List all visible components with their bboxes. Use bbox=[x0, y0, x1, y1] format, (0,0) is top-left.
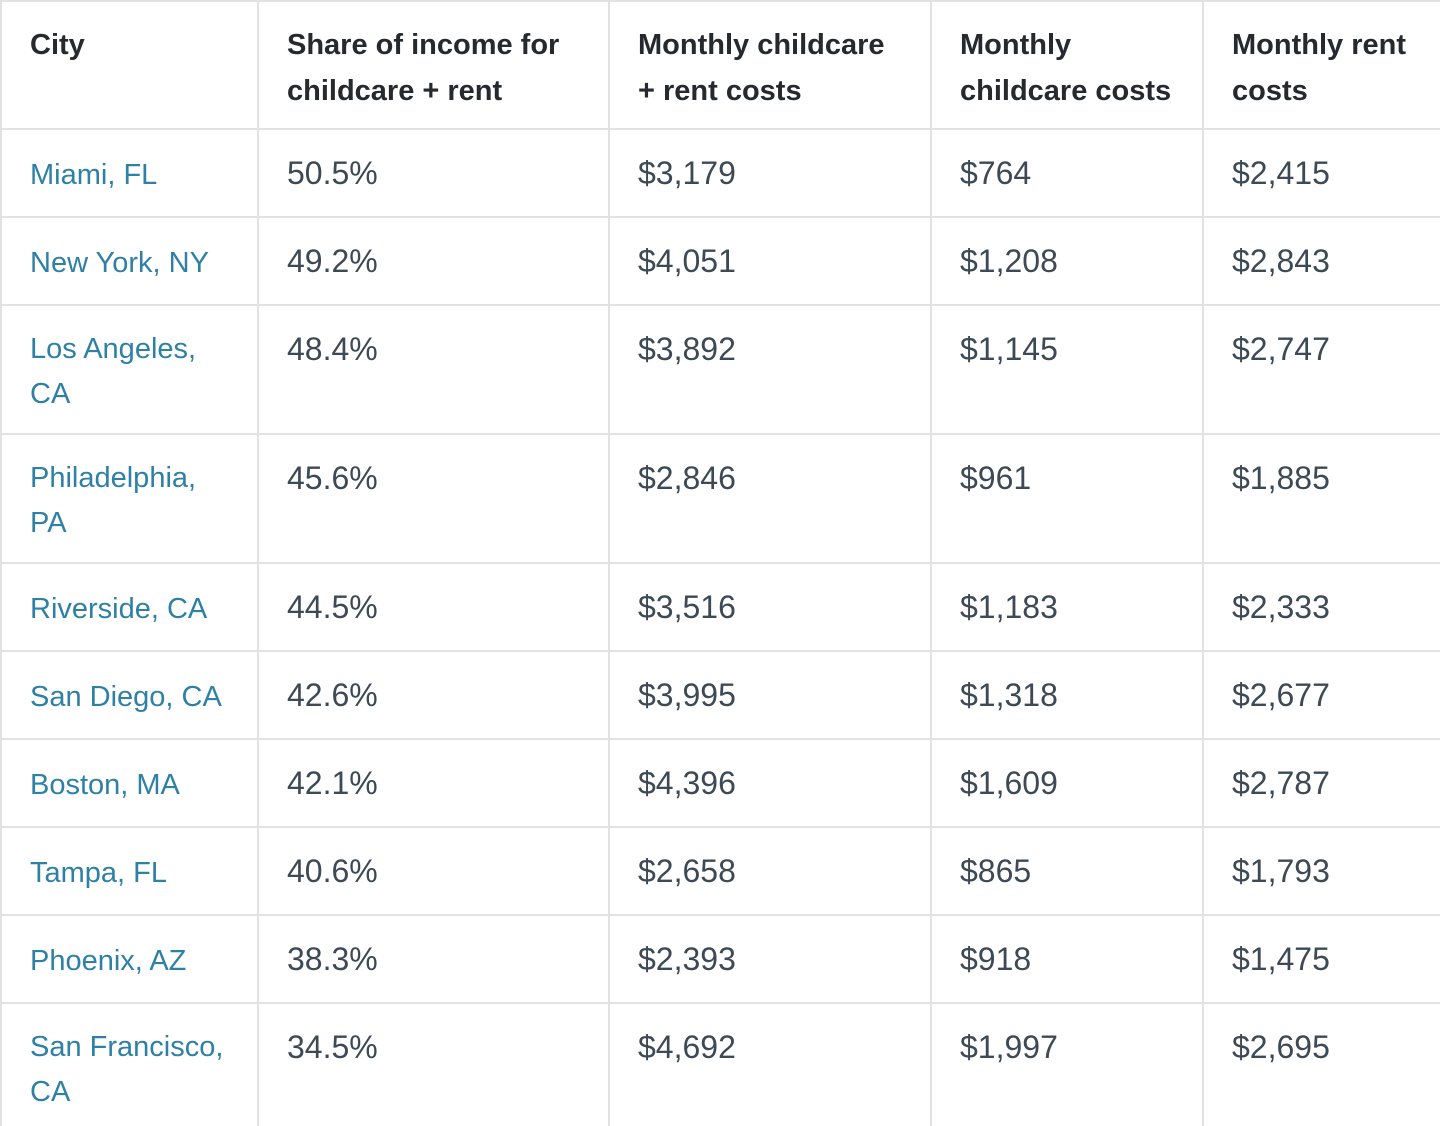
table-row: San Diego, CA 42.6% $3,995 $1,318 $2,677 bbox=[0, 650, 1440, 740]
monthly-rent-cost-cell: $1,793 bbox=[1202, 826, 1440, 916]
city-cell: San Diego, CA bbox=[0, 650, 259, 740]
share-of-income-cell: 40.6% bbox=[257, 826, 610, 916]
share-of-income-cell: 34.5% bbox=[257, 1002, 610, 1126]
table-row: Los Angeles, CA 48.4% $3,892 $1,145 $2,7… bbox=[0, 304, 1440, 435]
childcare-plus-rent-cost-cell: $4,692 bbox=[608, 1002, 932, 1126]
childcare-plus-rent-cost-cell: $2,393 bbox=[608, 914, 932, 1004]
monthly-childcare-cost-cell: $1,208 bbox=[930, 216, 1204, 306]
table-row: New York, NY 49.2% $4,051 $1,208 $2,843 bbox=[0, 216, 1440, 306]
city-link[interactable]: Miami, FL bbox=[30, 159, 158, 191]
table-row: Riverside, CA 44.5% $3,516 $1,183 $2,333 bbox=[0, 562, 1440, 652]
share-of-income-cell: 48.4% bbox=[257, 304, 610, 435]
childcare-plus-rent-cost-cell: $3,516 bbox=[608, 562, 932, 652]
column-header-childcare-costs: Monthly childcare costs bbox=[930, 0, 1204, 130]
monthly-childcare-cost-cell: $1,145 bbox=[930, 304, 1204, 435]
city-cell: Phoenix, AZ bbox=[0, 914, 259, 1004]
monthly-childcare-cost-cell: $1,609 bbox=[930, 738, 1204, 828]
monthly-rent-cost-cell: $2,333 bbox=[1202, 562, 1440, 652]
city-cell: Boston, MA bbox=[0, 738, 259, 828]
monthly-rent-cost-cell: $2,787 bbox=[1202, 738, 1440, 828]
city-link[interactable]: Riverside, CA bbox=[30, 593, 208, 625]
city-cell: San Francisco, CA bbox=[0, 1002, 259, 1126]
column-header-city: City bbox=[0, 0, 259, 130]
table-row: San Francisco, CA 34.5% $4,692 $1,997 $2… bbox=[0, 1002, 1440, 1126]
city-link[interactable]: New York, NY bbox=[30, 247, 209, 279]
share-of-income-cell: 44.5% bbox=[257, 562, 610, 652]
table-row: Phoenix, AZ 38.3% $2,393 $918 $1,475 bbox=[0, 914, 1440, 1004]
city-cell: Los Angeles, CA bbox=[0, 304, 259, 435]
table-row: Miami, FL 50.5% $3,179 $764 $2,415 bbox=[0, 128, 1440, 218]
childcare-plus-rent-cost-cell: $2,658 bbox=[608, 826, 932, 916]
city-link[interactable]: Los Angeles, CA bbox=[30, 333, 197, 410]
share-of-income-cell: 45.6% bbox=[257, 433, 610, 564]
city-link[interactable]: Phoenix, AZ bbox=[30, 945, 187, 977]
city-link[interactable]: Tampa, FL bbox=[30, 857, 167, 889]
monthly-rent-cost-cell: $2,695 bbox=[1202, 1002, 1440, 1126]
monthly-rent-cost-cell: $2,415 bbox=[1202, 128, 1440, 218]
column-header-rent-costs: Monthly rent costs bbox=[1202, 0, 1440, 130]
share-of-income-cell: 49.2% bbox=[257, 216, 610, 306]
childcare-plus-rent-cost-cell: $2,846 bbox=[608, 433, 932, 564]
table-row: Tampa, FL 40.6% $2,658 $865 $1,793 bbox=[0, 826, 1440, 916]
monthly-rent-cost-cell: $1,475 bbox=[1202, 914, 1440, 1004]
city-link[interactable]: Boston, MA bbox=[30, 769, 180, 801]
monthly-childcare-cost-cell: $918 bbox=[930, 914, 1204, 1004]
city-cell: Miami, FL bbox=[0, 128, 259, 218]
childcare-plus-rent-cost-cell: $3,892 bbox=[608, 304, 932, 435]
childcare-plus-rent-cost-cell: $4,396 bbox=[608, 738, 932, 828]
city-cell: Philadelphia, PA bbox=[0, 433, 259, 564]
city-cell: Riverside, CA bbox=[0, 562, 259, 652]
monthly-childcare-cost-cell: $1,318 bbox=[930, 650, 1204, 740]
monthly-childcare-cost-cell: $764 bbox=[930, 128, 1204, 218]
childcare-plus-rent-cost-cell: $4,051 bbox=[608, 216, 932, 306]
share-of-income-cell: 38.3% bbox=[257, 914, 610, 1004]
table-header-row: City Share of income for childcare + ren… bbox=[0, 0, 1440, 130]
monthly-childcare-cost-cell: $961 bbox=[930, 433, 1204, 564]
table-row: Philadelphia, PA 45.6% $2,846 $961 $1,88… bbox=[0, 433, 1440, 564]
childcare-plus-rent-cost-cell: $3,179 bbox=[608, 128, 932, 218]
monthly-rent-cost-cell: $2,843 bbox=[1202, 216, 1440, 306]
column-header-childcare-plus-rent-costs: Monthly childcare + rent costs bbox=[608, 0, 932, 130]
childcare-plus-rent-cost-cell: $3,995 bbox=[608, 650, 932, 740]
share-of-income-cell: 42.1% bbox=[257, 738, 610, 828]
monthly-rent-cost-cell: $2,677 bbox=[1202, 650, 1440, 740]
city-link[interactable]: San Diego, CA bbox=[30, 681, 222, 713]
monthly-childcare-cost-cell: $1,997 bbox=[930, 1002, 1204, 1126]
monthly-rent-cost-cell: $1,885 bbox=[1202, 433, 1440, 564]
table-row: Boston, MA 42.1% $4,396 $1,609 $2,787 bbox=[0, 738, 1440, 828]
share-of-income-cell: 50.5% bbox=[257, 128, 610, 218]
share-of-income-cell: 42.6% bbox=[257, 650, 610, 740]
city-cell: Tampa, FL bbox=[0, 826, 259, 916]
column-header-share-of-income: Share of income for childcare + rent bbox=[257, 0, 610, 130]
monthly-rent-cost-cell: $2,747 bbox=[1202, 304, 1440, 435]
monthly-childcare-cost-cell: $1,183 bbox=[930, 562, 1204, 652]
monthly-childcare-cost-cell: $865 bbox=[930, 826, 1204, 916]
city-link[interactable]: San Francisco, CA bbox=[30, 1031, 224, 1108]
city-link[interactable]: Philadelphia, PA bbox=[30, 462, 197, 539]
city-cell: New York, NY bbox=[0, 216, 259, 306]
